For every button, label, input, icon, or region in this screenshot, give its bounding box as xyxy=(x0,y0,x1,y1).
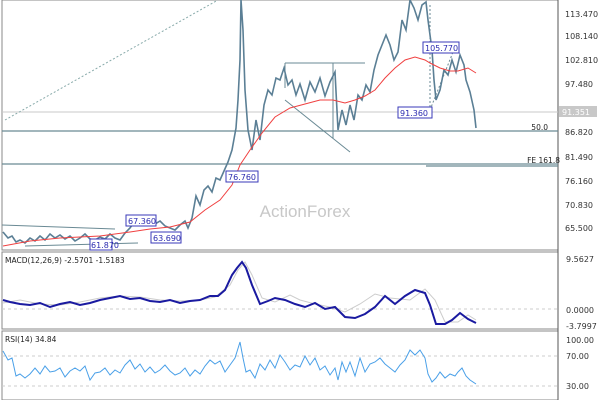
rsi-line xyxy=(2,341,477,385)
fe-label: FE 161.8 xyxy=(527,156,560,165)
svg-text:113.470: 113.470 xyxy=(565,10,598,19)
svg-text:67.360: 67.360 xyxy=(128,217,156,226)
svg-text:70.00: 70.00 xyxy=(566,352,589,361)
svg-text:76.160: 76.160 xyxy=(565,177,593,186)
ema-series xyxy=(2,56,477,247)
svg-text:-3.7997: -3.7997 xyxy=(566,322,597,331)
down-trendline xyxy=(284,99,351,153)
svg-text:76.760: 76.760 xyxy=(228,173,256,182)
svg-text:100.00: 100.00 xyxy=(566,336,594,345)
price-panel xyxy=(1,0,559,251)
svg-text:0.0000: 0.0000 xyxy=(566,306,594,315)
rsi-label: RSI(14) 34.84 xyxy=(5,335,57,344)
svg-text:105.770: 105.770 xyxy=(425,44,458,53)
macd-signal xyxy=(2,261,477,323)
svg-text:102.810: 102.810 xyxy=(565,56,598,65)
svg-text:30.00: 30.00 xyxy=(566,382,589,391)
svg-text:65.500: 65.500 xyxy=(565,224,593,233)
svg-text:81.490: 81.490 xyxy=(565,153,593,162)
tag-67360: 67.360 xyxy=(125,214,157,227)
tag-63690: 63.690 xyxy=(150,231,182,244)
tag-61870: 61.870 xyxy=(89,238,119,251)
tag-105770: 105.770 xyxy=(422,41,460,54)
svg-text:97.480: 97.480 xyxy=(565,80,593,89)
svg-text:61.870: 61.870 xyxy=(91,241,119,250)
svg-text:108.140: 108.140 xyxy=(565,32,598,41)
current-price-tag: 91.351 xyxy=(562,108,590,117)
svg-text:63.690: 63.690 xyxy=(153,234,181,243)
watermark: ActionForex xyxy=(260,202,351,221)
rsi-panel xyxy=(1,330,559,400)
svg-text:70.830: 70.830 xyxy=(565,201,593,210)
tag-76760: 76.760 xyxy=(225,170,259,183)
svg-text:9.5627: 9.5627 xyxy=(566,255,594,264)
svg-text:91.360: 91.360 xyxy=(400,109,428,118)
svg-text:86.820: 86.820 xyxy=(565,128,593,137)
fib-50-label: 50.0 xyxy=(531,123,548,132)
macd-axis: 9.5627 0.0000 -3.7997 xyxy=(566,255,597,331)
macd-line xyxy=(2,260,477,325)
tag-91360: 91.360 xyxy=(397,106,433,119)
price-axis: 113.470 108.140 102.810 97.480 86.820 81… xyxy=(559,10,598,233)
dotted-trendline xyxy=(4,0,219,121)
rsi-axis: 100.00 70.00 30.00 xyxy=(566,336,594,391)
macd-label: MACD(12,26,9) -2.5701 -1.5183 xyxy=(5,256,125,265)
